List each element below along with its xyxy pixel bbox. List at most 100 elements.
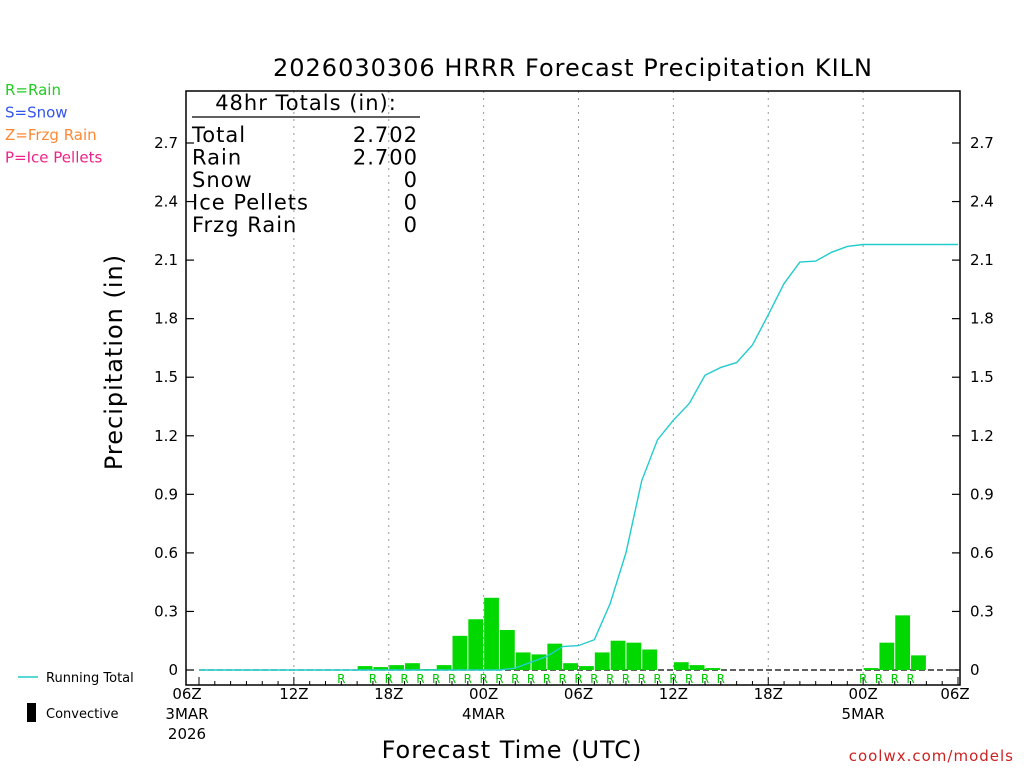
legend-label: Convective	[46, 707, 119, 722]
rain-marker: R	[511, 672, 519, 686]
y-tick-label-left: 0.9	[154, 485, 178, 503]
x-date-label: 4MAR	[462, 705, 505, 723]
precip-bar	[357, 666, 373, 670]
rain-marker: R	[385, 672, 393, 686]
y-tick-label-left: 2.4	[154, 193, 178, 211]
totals-value: 2.702	[353, 123, 418, 147]
totals-label: Rain	[192, 146, 242, 170]
y-tick-label-right: 2.1	[970, 251, 994, 269]
rain-marker: R	[701, 672, 709, 686]
y-tick-label-right: 0.9	[970, 485, 994, 503]
legend-label: Running Total	[46, 671, 134, 686]
rain-marker: R	[479, 672, 487, 686]
totals-label: Frzg Rain	[192, 213, 297, 237]
totals-heading: 48hr Totals (in):	[215, 91, 397, 115]
precip-bar	[515, 652, 531, 670]
rain-marker: R	[717, 672, 725, 686]
x-date-label: 5MAR	[842, 705, 885, 723]
rain-marker: R	[906, 672, 914, 686]
x-tick-label: 06Z	[564, 685, 593, 703]
y-tick-label-right: 1.5	[970, 368, 994, 386]
rain-marker: R	[416, 672, 424, 686]
rain-marker: R	[369, 672, 377, 686]
precip-bar	[499, 629, 515, 670]
x-year-label: 2026	[168, 725, 206, 743]
rain-marker: R	[859, 672, 867, 686]
y-tick-label-right: 0.6	[970, 544, 994, 562]
x-tick-label: 18Z	[754, 685, 783, 703]
running-total-line	[199, 243, 958, 671]
totals-label: Ice Pellets	[192, 191, 309, 215]
running-total-series	[199, 243, 958, 671]
y-tick-label-right: 1.2	[970, 427, 994, 445]
precip-type-label: P=Ice Pellets	[5, 149, 102, 167]
precip-bar	[689, 665, 705, 670]
y-tick-label-left: 0.3	[154, 602, 178, 620]
y-axis-label: Precipitation (in)	[100, 254, 128, 470]
rain-marker: R	[400, 672, 408, 686]
precip-bar	[626, 642, 642, 670]
x-axis: 06Z 3MAR 2026 12Z 18Z 00Z 4MAR 06Z 12Z 18Z 00Z 5MAR…	[165, 677, 970, 743]
x-tick-label: 06Z	[940, 685, 969, 703]
precip-type-label: R=Rain	[5, 81, 61, 99]
y-tick-label-left: 0	[168, 661, 178, 679]
precip-bar	[484, 597, 499, 670]
x-tick-label: 18Z	[374, 685, 403, 703]
precip-bar	[405, 663, 420, 670]
rain-marker: R	[337, 672, 345, 686]
precip-bar	[705, 668, 721, 670]
y-tick-label-left: 1.5	[154, 368, 178, 386]
precip-bar	[547, 643, 563, 670]
rain-marker: R	[606, 672, 614, 686]
y-tick-label-right: 0.3	[970, 602, 994, 620]
precip-bar	[673, 662, 689, 670]
precip-bar	[389, 665, 405, 670]
y-tick-label-left: 2.7	[154, 134, 178, 152]
x-axis-label: Forecast Time (UTC)	[382, 736, 643, 764]
y-tick-label-right: 2.4	[970, 193, 994, 211]
x-tick-label: 12Z	[279, 685, 308, 703]
rain-marker: R	[638, 672, 646, 686]
credit-text: coolwx.com/models	[849, 747, 1014, 765]
y-axis-left: 0 0.3 0.6 0.9 1.2 1.5 1.8 2.1 2.4 2.7	[154, 134, 194, 679]
x-tick-label: 00Z	[469, 685, 498, 703]
chart-title: 2026030306 HRRR Forecast Precipitation K…	[273, 54, 873, 82]
rain-marker: R	[875, 672, 883, 686]
y-axis-right: 0 0.3 0.6 0.9 1.2 1.5 1.8 2.1 2.4 2.7	[952, 134, 994, 679]
x-tick-label: 00Z	[848, 685, 877, 703]
rain-marker: R	[622, 672, 630, 686]
precip-bar	[879, 642, 895, 670]
rain-marker: R	[559, 672, 567, 686]
x-date-label: 3MAR	[165, 705, 208, 723]
rain-marker: R	[891, 672, 899, 686]
precip-bar	[594, 652, 610, 670]
rain-marker: R	[464, 672, 472, 686]
precip-bar	[452, 635, 468, 670]
precip-bar	[895, 615, 911, 670]
precip-type-key: R=Rain S=Snow Z=Frzg Rain P=Ice Pellets	[5, 81, 102, 167]
precip-bar	[563, 663, 578, 670]
legend-bar-swatch	[27, 703, 36, 722]
rain-marker: R	[448, 672, 456, 686]
legend: Running Total Convective	[18, 671, 134, 722]
plot-frame	[185, 90, 961, 686]
totals-box: 48hr Totals (in): Total 2.702 Rain 2.700 Sno…	[191, 91, 420, 237]
precip-bar	[610, 640, 626, 670]
rain-marker: R	[432, 672, 440, 686]
rain-marker: R	[527, 672, 535, 686]
totals-value: 0	[404, 168, 418, 192]
totals-value: 0	[404, 213, 418, 237]
rain-marker: R	[590, 672, 598, 686]
rain-marker: R	[574, 672, 582, 686]
totals-label: Total	[191, 123, 246, 147]
rain-marker: R	[653, 672, 661, 686]
y-tick-label-left: 0.6	[154, 544, 178, 562]
totals-value: 0	[404, 191, 418, 215]
precip-type-label: S=Snow	[5, 104, 68, 122]
precip-bar	[373, 667, 389, 670]
precip-bar	[911, 655, 926, 670]
bar-series	[357, 597, 926, 670]
rain-marker: R	[685, 672, 693, 686]
